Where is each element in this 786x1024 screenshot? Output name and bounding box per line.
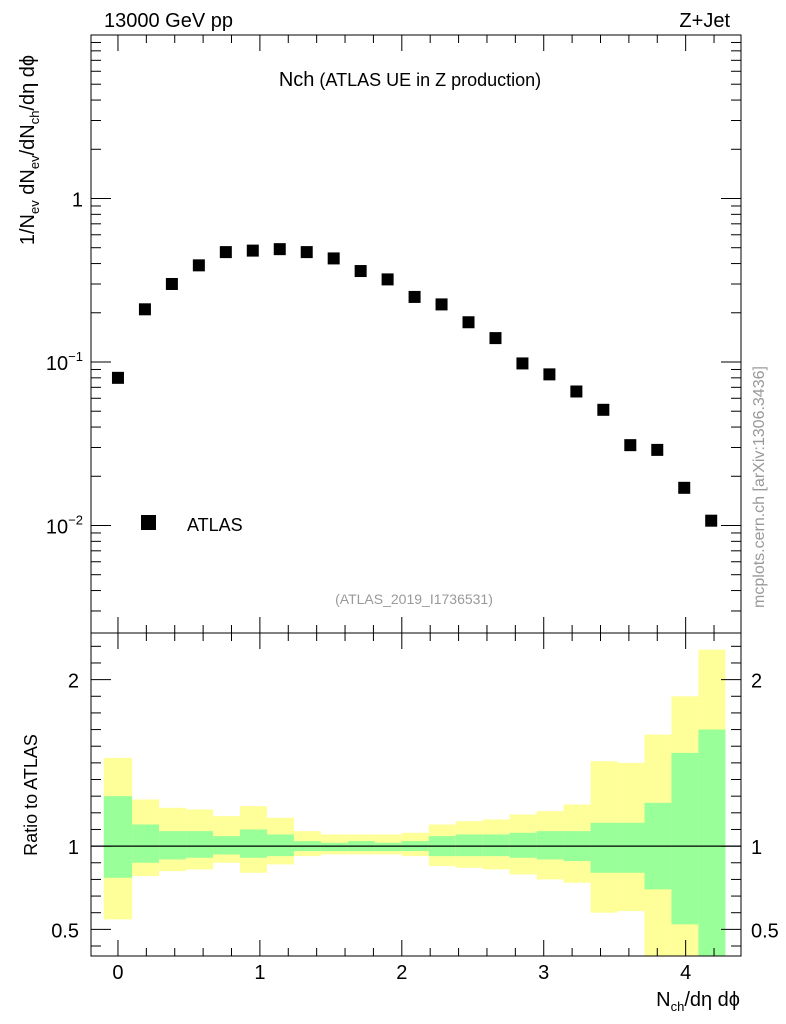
ratio-y-tick-labels: 0.5 0.5 1 1 2 2 (51, 671, 779, 943)
x-tick-label: 4 (680, 962, 691, 984)
data-point (543, 368, 556, 381)
main-data-points (111, 243, 718, 527)
y-tick-label-0.1: 10−1 (46, 349, 83, 375)
ratio-band-inner (590, 822, 618, 873)
main-y-axis-label: 1/Nev dNev/dNch/dη dϕ (17, 55, 42, 245)
ratio-band-inner (698, 729, 726, 956)
x-tick-labels: 0 1 2 3 4 (112, 962, 691, 984)
ylabel-part-b: dN (17, 169, 39, 200)
main-panel: Nch (ATLAS UE in Z production) 1/Nev dNev… (17, 34, 742, 634)
data-point (219, 246, 232, 259)
legend-label: ATLAS (187, 515, 243, 535)
y-tick-label-0.01: 10−2 (46, 512, 83, 538)
ratio-band-inner (240, 829, 267, 858)
ratio-y-axis-label: Ratio to ATLAS (21, 734, 41, 856)
main-ticks (91, 34, 741, 633)
data-point (246, 244, 259, 257)
ratio-y-tick-label-right: 0.5 (751, 920, 779, 942)
data-point (435, 298, 448, 311)
ylabel-sub-b: ev (27, 155, 42, 169)
ratio-band-inner (103, 796, 133, 878)
ratio-band-inner (159, 831, 187, 860)
ratio-band-inner (266, 834, 294, 857)
ylabel-sub-a: ev (27, 200, 42, 214)
ratio-frame (90, 632, 742, 957)
data-point (516, 357, 529, 370)
data-point (462, 316, 475, 329)
y-tick-base: 10 (46, 353, 68, 375)
data-point (354, 265, 367, 278)
ylabel-sub-c: ch (27, 111, 42, 125)
data-point (192, 259, 205, 272)
main-y-tick-labels: 1 10−1 10−2 (46, 189, 83, 538)
ratio-y-tick-label-right: 2 (751, 671, 762, 693)
ylabel-part-c: /dN (17, 124, 39, 155)
data-point (678, 481, 691, 494)
title-main: Nch (279, 69, 315, 91)
y-tick-exp: −1 (68, 349, 83, 364)
data-point (489, 332, 502, 345)
header-energy: 13000 GeV pp (104, 10, 233, 32)
y-tick-label-1: 1 (72, 189, 83, 211)
analysis-reference: (ATLAS_2019_I1736531) (335, 591, 493, 607)
x-tick-label: 1 (254, 962, 265, 984)
ratio-band-inner (536, 831, 564, 860)
x-axis-label: Nch/dη dϕ (656, 989, 740, 1014)
ratio-ticks (91, 633, 741, 956)
ratio-band-inner (455, 834, 483, 857)
ratio-band-inner (374, 842, 402, 852)
data-point (570, 385, 583, 398)
ratio-band-inner (213, 836, 241, 855)
data-point (300, 246, 313, 259)
data-point (327, 252, 340, 265)
ratio-band-inner (671, 752, 699, 925)
xlabel-part-b: /dη dϕ (684, 989, 740, 1011)
ylabel-part-a: 1/N (17, 214, 39, 245)
data-point (165, 277, 178, 290)
data-point (408, 290, 421, 303)
y-tick-exp: −2 (68, 512, 83, 527)
header-process: Z+Jet (679, 10, 730, 32)
x-tick-label: 3 (538, 962, 549, 984)
main-plot-title: Nch (ATLAS UE in Z production) (279, 69, 541, 91)
y-tick-base: 10 (46, 516, 68, 538)
data-point (651, 443, 664, 456)
data-point (138, 303, 151, 316)
x-tick-label: 0 (112, 962, 123, 984)
ratio-bands (103, 649, 726, 956)
ratio-y-tick-label-right: 1 (751, 837, 762, 859)
main-frame (90, 34, 742, 634)
ratio-band-inner (509, 832, 537, 858)
ratio-panel: 0.5 0.5 1 1 2 2 0 1 2 3 4 Ratio to ATLAS Nch/dη d… (21, 632, 779, 1014)
data-point (624, 439, 637, 452)
legend-marker (141, 515, 156, 530)
ratio-y-tick-label-left: 0.5 (51, 920, 79, 942)
title-sub: (ATLAS UE in Z production) (319, 70, 541, 90)
ratio-band-inner (186, 831, 214, 858)
ratio-band-inner (482, 834, 510, 857)
ratio-band-inner (132, 824, 160, 863)
ylabel-part-d: /dη dϕ (17, 55, 39, 111)
ratio-band-inner (320, 842, 348, 852)
data-point (381, 273, 394, 286)
ratio-band-inner (617, 822, 645, 873)
data-point (705, 514, 718, 527)
data-point (597, 403, 610, 416)
data-point (111, 371, 124, 384)
xlabel-sub: ch (671, 999, 685, 1014)
x-tick-label: 2 (396, 962, 407, 984)
xlabel-part-a: N (656, 989, 670, 1011)
data-point (273, 243, 286, 256)
ratio-y-tick-label-left: 1 (68, 837, 79, 859)
mcplots-side-label: mcplots.cern.ch [arXiv:1306.3436] (751, 366, 768, 608)
ratio-y-tick-label-left: 2 (68, 671, 79, 693)
